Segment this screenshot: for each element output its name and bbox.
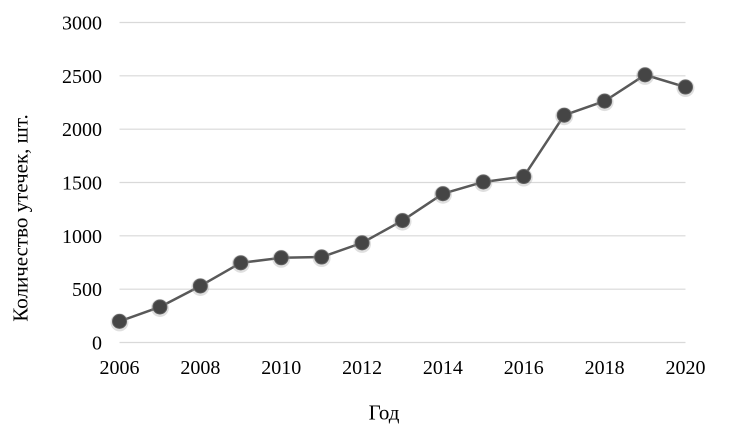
data-point-marker xyxy=(435,186,451,202)
data-point-marker xyxy=(354,235,370,251)
y-tick-label: 1000 xyxy=(62,226,102,248)
x-tick-label: 2016 xyxy=(504,357,544,379)
x-axis-title: Год xyxy=(368,400,400,425)
data-point-marker xyxy=(112,313,127,329)
data-point-marker xyxy=(516,169,532,185)
x-tick-label: 2006 xyxy=(100,357,140,379)
y-tick-label: 2000 xyxy=(62,119,102,141)
data-point-marker xyxy=(556,107,572,123)
data-point-marker xyxy=(637,67,653,83)
data-point-marker xyxy=(475,174,491,190)
x-tick-label: 2008 xyxy=(180,357,220,379)
y-tick-label: 1500 xyxy=(62,173,102,195)
y-tick-label: 3000 xyxy=(62,13,102,35)
x-tick-label: 2010 xyxy=(261,357,301,379)
x-tick-label: 2020 xyxy=(666,357,706,379)
y-axis-title: Количество утечек, шт. xyxy=(8,114,33,322)
data-point-marker xyxy=(233,255,249,271)
data-point-marker xyxy=(192,278,208,294)
x-tick-label: 2014 xyxy=(423,357,463,379)
data-point-marker xyxy=(597,93,613,109)
data-point-marker xyxy=(395,213,410,229)
x-tick-label: 2018 xyxy=(585,357,625,379)
y-tick-label: 500 xyxy=(72,279,102,301)
y-tick-label: 2500 xyxy=(62,66,102,88)
data-point-marker xyxy=(678,79,693,95)
data-point-marker xyxy=(152,299,168,315)
y-tick-label: 0 xyxy=(92,333,102,355)
data-point-marker xyxy=(314,249,330,265)
x-tick-label: 2012 xyxy=(342,357,382,379)
data-point-marker xyxy=(273,250,289,266)
